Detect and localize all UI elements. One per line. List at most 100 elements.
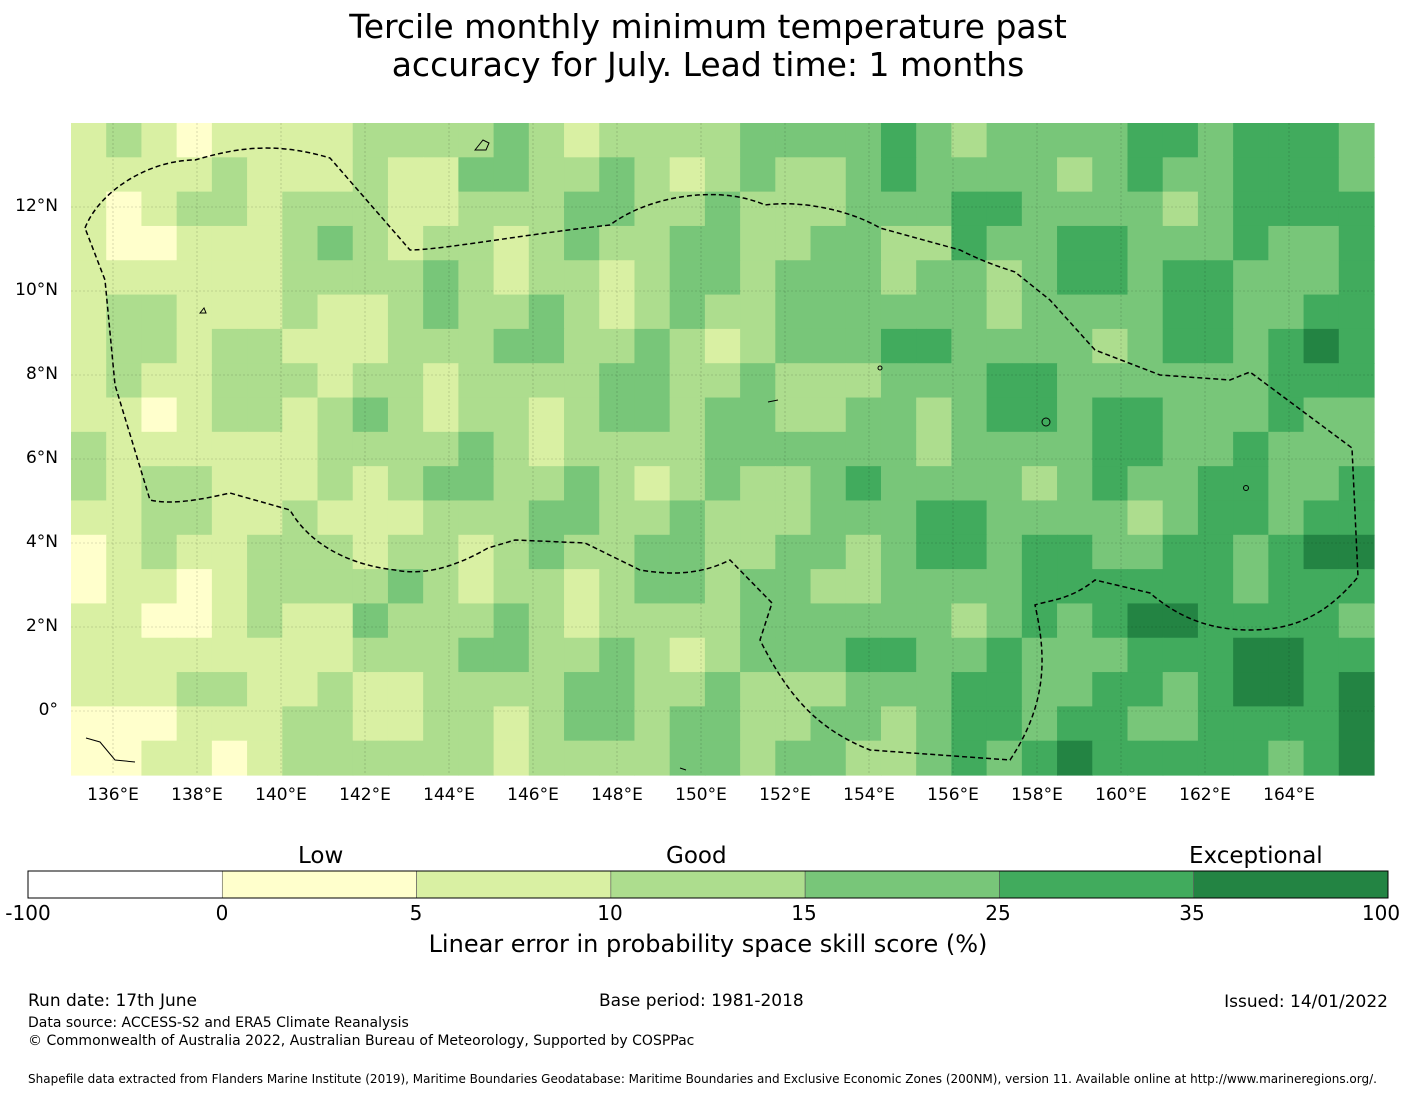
grid-cell xyxy=(387,603,424,639)
copyright: © Commonwealth of Australia 2022, Austra… xyxy=(28,1033,695,1049)
grid-cell xyxy=(599,157,636,193)
grid-cell xyxy=(1338,603,1375,639)
grid-cell xyxy=(704,637,741,673)
grid-cell xyxy=(845,569,882,605)
grid-cell xyxy=(106,672,143,707)
grid-cell xyxy=(1233,157,1269,193)
grid-cell xyxy=(176,328,213,364)
y-tick-label: 0° xyxy=(38,700,58,720)
grid-cell xyxy=(1127,225,1164,261)
grid-cell xyxy=(669,157,706,193)
grid-cell xyxy=(1092,672,1129,707)
grid-cell xyxy=(71,363,107,399)
grid-cell xyxy=(71,397,107,433)
x-tick-label: 142°E xyxy=(339,785,391,805)
grid-cell xyxy=(810,569,847,605)
grid-cell xyxy=(71,534,107,570)
grid-cell xyxy=(1057,123,1093,158)
grid-cell xyxy=(528,328,565,364)
y-tick-label: 10°N xyxy=(15,280,58,300)
grid-cell xyxy=(317,397,354,433)
base-period: Base period: 1981-2018 xyxy=(599,991,804,1011)
grid-cell xyxy=(458,260,495,296)
grid-cell xyxy=(176,603,213,639)
grid-cell xyxy=(775,363,812,399)
grid-cell xyxy=(1197,363,1234,399)
grid-cell xyxy=(775,431,812,467)
grid-cell xyxy=(1233,294,1269,330)
grid-cell xyxy=(564,534,600,570)
grid-cell xyxy=(71,740,107,776)
grid-cell xyxy=(176,740,213,776)
grid-cell xyxy=(282,706,319,742)
grid-cell xyxy=(106,706,143,742)
grid-cell xyxy=(176,466,213,502)
grid-cell xyxy=(916,672,953,707)
grid-cell xyxy=(211,191,248,227)
grid-cell xyxy=(1162,225,1199,261)
grid-cell xyxy=(317,466,354,502)
grid-cell xyxy=(1197,397,1234,433)
grid-cell xyxy=(176,431,213,467)
grid-cell xyxy=(247,363,283,399)
grid-cell xyxy=(141,294,178,330)
grid-cell xyxy=(282,431,319,467)
grid-cell xyxy=(1162,466,1199,502)
grid-cell xyxy=(599,500,636,536)
colorbar-segment xyxy=(804,870,1000,899)
grid-cell xyxy=(951,294,988,330)
grid-cell xyxy=(986,260,1023,296)
grid-cell xyxy=(599,466,636,502)
grid-cell xyxy=(740,534,776,570)
grid-cell xyxy=(845,534,882,570)
grid-cell xyxy=(493,431,530,467)
grid-cell xyxy=(493,328,530,364)
grid-cell xyxy=(740,157,776,193)
grid-cell xyxy=(1021,637,1058,673)
grid-cell xyxy=(775,603,812,639)
colorbar-bound: 35 xyxy=(1179,901,1205,925)
grid-cell xyxy=(1057,672,1093,707)
grid-cell xyxy=(1197,672,1234,707)
grid-cell xyxy=(1338,225,1375,261)
grid-cell xyxy=(704,672,741,707)
grid-cell xyxy=(775,328,812,364)
grid-cell xyxy=(247,431,283,467)
grid-cell xyxy=(106,569,143,605)
grid-cell xyxy=(634,157,671,193)
grid-cell xyxy=(1197,603,1234,639)
grid-cell xyxy=(669,534,706,570)
grid-cell xyxy=(317,363,354,399)
grid-cell xyxy=(423,123,459,158)
grid-cell xyxy=(916,431,953,467)
grid-cell xyxy=(1162,569,1199,605)
grid-cell xyxy=(810,363,847,399)
grid-cell xyxy=(352,672,389,707)
grid-cell xyxy=(775,672,812,707)
grid-cell xyxy=(71,328,107,364)
grid-cell xyxy=(211,328,248,364)
grid-cell xyxy=(387,191,424,227)
grid-cell xyxy=(669,603,706,639)
grid-cell xyxy=(493,500,530,536)
grid-cell xyxy=(1233,534,1269,570)
grid-cell xyxy=(1092,294,1129,330)
grid-cell xyxy=(176,706,213,742)
grid-cell xyxy=(71,672,107,707)
grid-cell xyxy=(458,500,495,536)
grid-cell xyxy=(71,260,107,296)
grid-cell xyxy=(1021,534,1058,570)
grid-cell xyxy=(916,500,953,536)
grid-cell xyxy=(141,431,178,467)
grid-cell xyxy=(71,603,107,639)
grid-cell xyxy=(1021,225,1058,261)
grid-cell xyxy=(1197,500,1234,536)
grid-cell xyxy=(986,225,1023,261)
grid-cell xyxy=(1233,260,1269,296)
grid-cell xyxy=(247,397,283,433)
grid-cell xyxy=(810,123,847,158)
grid-cell xyxy=(1092,225,1129,261)
grid-cell xyxy=(317,328,354,364)
grid-cell xyxy=(845,123,882,158)
grid-cell xyxy=(423,569,459,605)
